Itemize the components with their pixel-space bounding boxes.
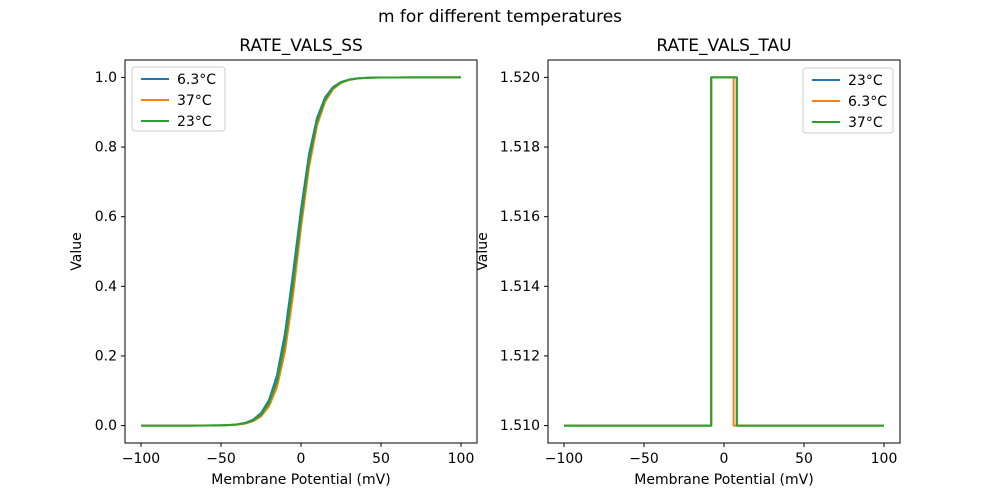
y-axis-label: Value	[69, 232, 85, 270]
x-tick-label: −50	[206, 451, 236, 467]
y-tick-label: 0.2	[95, 348, 117, 364]
subplot-title: RATE_VALS_SS	[239, 36, 363, 56]
x-tick-label: 50	[372, 451, 390, 467]
y-tick-label: 0.6	[95, 209, 117, 225]
series-line-37C	[564, 76, 884, 427]
y-axis-label: Value	[475, 232, 491, 270]
legend-frame	[131, 66, 226, 132]
legend-entry-label: 37°C	[848, 115, 883, 131]
y-tick-label: 1.510	[500, 418, 540, 434]
y-tick-label: 0.0	[95, 418, 117, 434]
legend: 23°C 6.3°C 37°C	[802, 67, 894, 134]
x-tick-label: 100	[448, 451, 475, 467]
x-axis-label: Membrane Potential (mV)	[634, 472, 813, 488]
x-tick-label: 50	[795, 451, 813, 467]
x-tick-label: −100	[545, 451, 583, 467]
x-axis-label: Membrane Potential (mV)	[211, 472, 390, 488]
y-tick-label: 1.0	[95, 70, 117, 86]
legend-entry-label: 23°C	[177, 114, 212, 130]
y-tick-label: 0.8	[95, 140, 117, 156]
y-tick-label: 1.520	[500, 70, 540, 86]
legend-frame	[802, 67, 894, 134]
series-line-23C	[141, 76, 461, 427]
x-tick-label: 100	[871, 451, 898, 467]
y-tick-label: 1.514	[500, 279, 540, 295]
figure-suptitle: m for different temperatures	[377, 7, 623, 27]
legend-entry-label: 6.3°C	[177, 72, 216, 88]
x-tick-label: 0	[720, 451, 729, 467]
legend: 6.3°C 37°C 23°C	[131, 66, 226, 132]
x-tick-label: −100	[122, 451, 160, 467]
x-tick-label: −50	[629, 451, 659, 467]
x-tick-label: 0	[297, 451, 306, 467]
subplot-rate-vals-tau: −100 −50 0 50 100 1.510 1.512 1.514 1.516 1.518 1.…	[475, 36, 901, 488]
legend-entry-label: 23°C	[848, 73, 883, 89]
legend-entry-label: 6.3°C	[848, 94, 887, 110]
subplot-title: RATE_VALS_TAU	[656, 36, 791, 56]
subplot-rate-vals-ss: −100 −50 0 50 100 0.0 0.2 0.4 0.6 0.8 1.0 RATE_VALS…	[69, 36, 478, 488]
y-tick-label: 1.512	[500, 348, 540, 364]
y-tick-label: 0.4	[95, 279, 117, 295]
y-tick-label: 1.516	[500, 209, 540, 225]
legend-entry-label: 37°C	[177, 93, 212, 109]
y-tick-label: 1.518	[500, 140, 540, 156]
